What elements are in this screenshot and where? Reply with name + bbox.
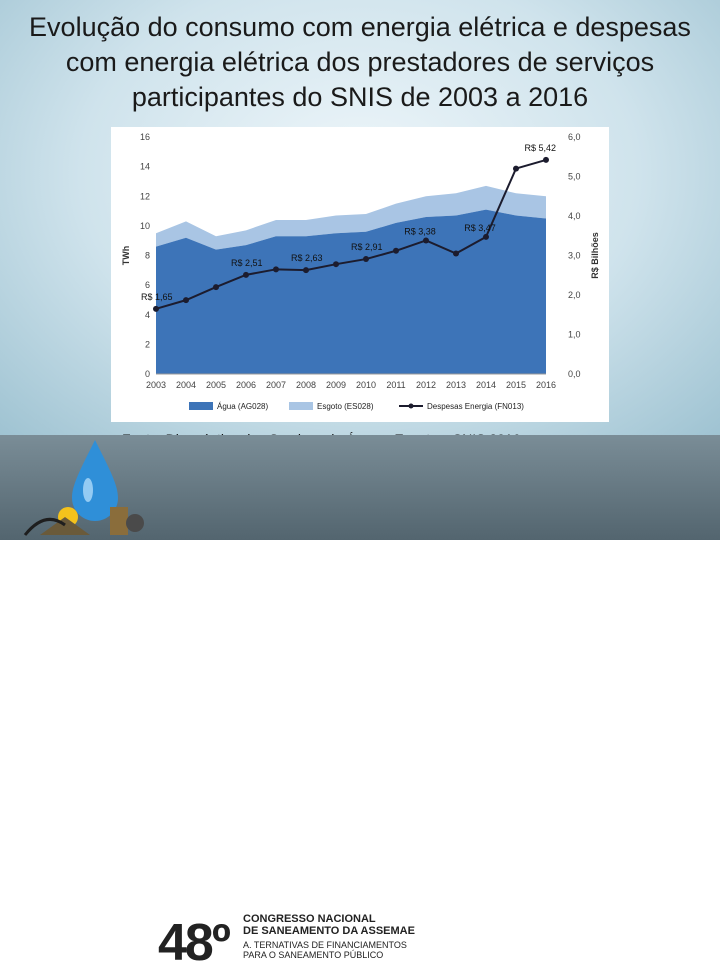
congress-footer: 48º CONGRESSO NACIONAL DE SANEAMENTO DA … <box>0 435 720 972</box>
x-tick-label: 2015 <box>506 380 526 390</box>
data-label: R$ 2,91 <box>351 242 383 252</box>
assoc-line-1: Associação Nacional <box>596 935 680 945</box>
x-tick-label: 2007 <box>266 380 286 390</box>
x-tick-label: 2003 <box>146 380 166 390</box>
y-tick-label: 12 <box>140 191 150 201</box>
x-tick-label: 2008 <box>296 380 316 390</box>
y-tick-label: 4 <box>145 310 150 320</box>
despesas-point <box>153 305 159 312</box>
y2-tick-label: 1,0 <box>568 330 581 340</box>
data-label: R$ 1,65 <box>141 292 173 302</box>
y2-tick-label: 2,0 <box>568 290 581 300</box>
x-tick-label: 2011 <box>386 380 405 390</box>
x-tick-label: 2016 <box>536 380 556 390</box>
realizacao-label: REALIZAÇÃO: <box>516 911 578 921</box>
x-tick-label: 2006 <box>236 380 256 390</box>
y-tick-label: 8 <box>145 251 150 261</box>
despesas-point <box>303 267 309 274</box>
x-tick-label: 2005 <box>206 380 226 390</box>
chart-panel: 0 2 4 6 8 10 12 14 16 0,0 1,0 2,0 3,0 4,0 5,0 6,0 2003 20… <box>111 127 609 422</box>
assoc-line-3: de Saneamento <box>596 957 660 967</box>
y2-tick-label: 3,0 <box>568 251 581 261</box>
y2-tick-label: 6,0 <box>568 132 581 142</box>
congress-line-1: CONGRESSO NACIONAL <box>243 913 376 925</box>
legend-swatch <box>289 402 313 410</box>
x-tick-label: 2004 <box>176 380 196 390</box>
despesas-point <box>393 247 399 254</box>
esgoto-area <box>156 185 546 250</box>
congress-name: CONGRESSO NACIONAL DE SANEAMENTO DA ASSE… <box>243 913 415 937</box>
congress-line-2: DE SANEAMENTO DA ASSEMAE <box>243 925 415 937</box>
despesas-point <box>513 165 519 172</box>
y2-tick-label: 4,0 <box>568 211 581 221</box>
data-label: R$ 2,51 <box>231 258 263 268</box>
despesas-point <box>333 261 339 268</box>
y-tick-label: 6 <box>145 280 150 290</box>
despesas-point <box>453 250 459 257</box>
data-label: R$ 3,38 <box>404 226 436 236</box>
y-tick-label: 10 <box>140 221 150 231</box>
x-tick-label: 2014 <box>476 380 496 390</box>
despesas-point <box>423 237 429 244</box>
slide-title: Evolução do consumo com energia elétrica… <box>0 10 720 115</box>
title-line-2: com energia elétrica dos prestadores de … <box>65 47 655 77</box>
x-tick-label: 2013 <box>446 380 466 390</box>
y-tick-label: 14 <box>140 162 150 172</box>
y2-tick-label: 0,0 <box>568 369 581 379</box>
theme-line-1: A. TERNATIVAS DE FINANCIAMENTOS <box>243 940 407 950</box>
despesas-point <box>183 297 189 304</box>
congress-number: 48º <box>158 914 231 972</box>
data-label: R$ 3,47 <box>464 223 496 233</box>
legend-entry: Despesas Energia (FN013) <box>427 402 524 411</box>
y-tick-label: 16 <box>140 132 150 142</box>
legend-marker <box>408 403 414 409</box>
congress-theme: A. TERNATIVAS DE FINANCIAMENTOS PARA O S… <box>243 940 407 960</box>
x-tick-label: 2009 <box>326 380 346 390</box>
assemae-description: Associação Nacional dos Serviços Municip… <box>596 935 716 968</box>
y-tick-label: 0 <box>145 369 150 379</box>
y2-axis-label: R$ Bilhões <box>590 232 600 279</box>
energy-chart: 0 2 4 6 8 10 12 14 16 0,0 1,0 2,0 3,0 4,0 5,0 6,0 2003 20… <box>121 132 600 411</box>
despesas-point <box>273 266 279 273</box>
legend-entry: Água (AG028) <box>217 402 268 411</box>
title-line-1: Evolução do consumo com energia elétrica… <box>29 12 691 42</box>
data-label: R$ 5,42 <box>524 143 556 153</box>
theme-line-2: PARA O SANEAMENTO PÚBLICO <box>243 950 384 960</box>
y-tick-label: 2 <box>145 339 150 349</box>
despesas-point <box>483 233 489 240</box>
legend-entry: Esgoto (ES028) <box>317 402 374 411</box>
despesas-point <box>243 271 249 278</box>
y-axis-label: TWh <box>121 246 131 266</box>
data-label: R$ 2,63 <box>291 253 323 263</box>
despesas-line <box>155 158 547 310</box>
assoc-line-2: dos Serviços Municipais <box>596 946 693 956</box>
despesas-point <box>543 156 549 163</box>
water-drop-logo-icon <box>23 440 144 536</box>
assemae-brand: assemae <box>516 948 571 963</box>
legend-swatch <box>189 402 213 410</box>
x-tick-label: 2010 <box>356 380 376 390</box>
y2-tick-label: 5,0 <box>568 172 581 182</box>
x-tick-label: 2012 <box>416 380 436 390</box>
despesas-point <box>213 284 219 291</box>
title-line-3: participantes do SNIS de 2003 a 2016 <box>131 82 589 112</box>
despesas-point <box>363 256 369 263</box>
